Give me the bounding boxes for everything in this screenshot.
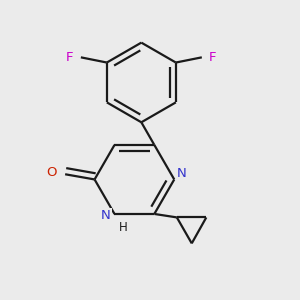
- Text: O: O: [47, 166, 57, 179]
- Text: F: F: [209, 51, 217, 64]
- Text: H: H: [119, 220, 128, 234]
- Text: F: F: [66, 51, 74, 64]
- Text: N: N: [101, 209, 111, 222]
- Text: N: N: [177, 167, 187, 180]
